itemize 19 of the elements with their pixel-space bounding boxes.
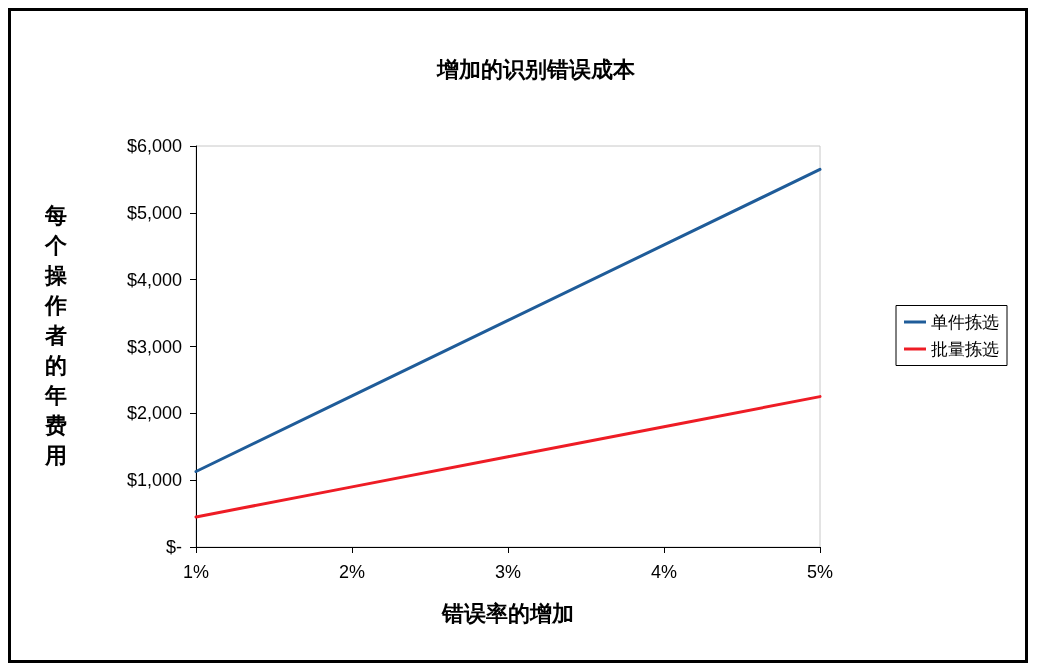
legend-label: 批量拣选: [931, 339, 999, 359]
y-tick-label: $4,000: [126, 269, 182, 290]
line-series: [194, 395, 822, 519]
y-tick-label: $6,000: [126, 136, 182, 156]
x-axis-title: 错误率的增加: [441, 600, 574, 626]
x-tick-label: 5%: [806, 562, 834, 582]
x-tick-label: 1%: [182, 562, 210, 582]
text: 每个操作者的年费用: [45, 203, 67, 468]
y-tick-label: $5,000: [126, 202, 182, 223]
y-tick-label: $3,000: [126, 336, 182, 357]
x-tick-label: 4%: [650, 562, 678, 582]
x-tick-label: 3%: [494, 562, 522, 582]
chart-title: 增加的识别错误成本: [436, 56, 636, 82]
legend-label: 单件拣选: [931, 312, 999, 332]
line-series: [194, 167, 822, 473]
y-tick-label: $1,000: [126, 470, 182, 491]
y-tick-label: $2,000: [126, 403, 182, 424]
x-tick-label: 2%: [338, 562, 366, 582]
y-tick-label: $-: [165, 537, 182, 557]
